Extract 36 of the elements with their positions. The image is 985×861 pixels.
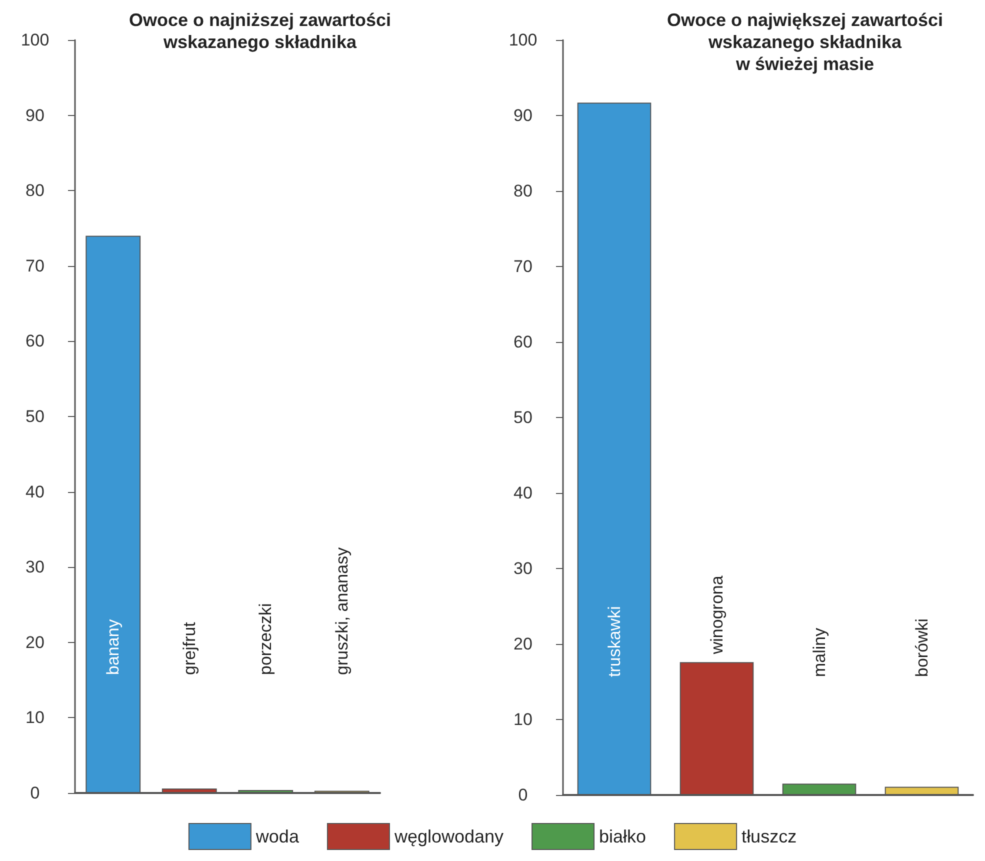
y-tick-label: 20: [514, 634, 532, 654]
x-tick-label: gruszki, ananasy: [332, 546, 352, 675]
y-tick-label: 60: [26, 332, 44, 351]
legend-label: woda: [254, 826, 300, 846]
x-tick-label: maliny: [810, 627, 829, 677]
y-tick-label: 70: [514, 257, 532, 276]
y-tick-label: 80: [514, 182, 532, 200]
chart-title: Owoce o najniższej zawartości wskazanego składnika: [128, 10, 392, 52]
y-tick-label: 90: [26, 106, 44, 125]
x-tick-label: winogrona: [707, 575, 726, 656]
chart-title: Owoce o największej zawartości wskazanego składnika w świeżej masie: [666, 10, 944, 74]
y-tick-label: 30: [514, 559, 532, 578]
y-tick-label: 0: [518, 786, 528, 804]
x-tick-label: grejfrut: [180, 622, 199, 675]
y-tick-label: 70: [26, 256, 44, 276]
y-tick-label: 100: [508, 30, 538, 50]
y-tick-label: 80: [26, 181, 44, 200]
x-tick-label: truskawki: [604, 606, 624, 677]
y-tick-label: 40: [26, 482, 44, 502]
y-tick-label: 100: [20, 30, 50, 50]
legend-label: białko: [599, 826, 646, 846]
y-tick-label: 50: [26, 407, 44, 426]
y-tick-label: 60: [514, 332, 532, 352]
legend-label: węglowodany: [393, 826, 504, 846]
x-tick-label: borówki: [912, 618, 932, 677]
legend-label: tłuszcz: [742, 826, 797, 846]
y-tick-label: 10: [26, 708, 44, 728]
y-tick-label: 0: [30, 784, 40, 802]
x-tick-label: banany: [104, 618, 123, 675]
y-tick-label: 50: [514, 408, 532, 427]
y-tick-label: 20: [26, 632, 44, 652]
y-tick-label: 40: [514, 484, 532, 502]
y-tick-label: 30: [26, 558, 44, 577]
x-tick-label: porzeczki: [256, 603, 276, 675]
y-tick-label: 90: [514, 106, 532, 125]
y-tick-label: 10: [514, 710, 532, 729]
